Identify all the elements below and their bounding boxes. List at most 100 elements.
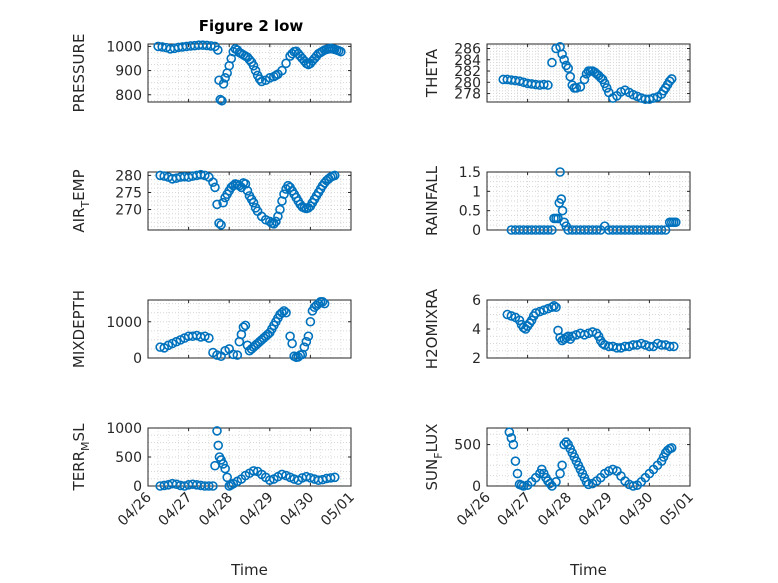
y-axis-label-part: SL	[70, 423, 88, 442]
data-point	[512, 468, 523, 479]
data-point	[279, 306, 289, 316]
y-tick-label: 278	[454, 87, 481, 103]
data-point	[325, 473, 336, 483]
data-point	[666, 74, 677, 84]
y-axis-label-part: LUX	[423, 424, 441, 453]
data-point	[212, 199, 222, 210]
axes-box	[147, 43, 352, 103]
y-tick-label: 2	[472, 351, 481, 367]
data-point	[254, 74, 265, 84]
data-point	[547, 57, 557, 68]
data-point	[648, 93, 659, 103]
y-tick-label: 500	[454, 438, 481, 454]
data-point	[250, 65, 261, 76]
data-point	[208, 481, 218, 491]
points-mixdepth	[155, 297, 330, 363]
data-point	[551, 302, 561, 313]
y-tick-label: 0	[472, 223, 481, 239]
points-air_temp	[155, 169, 340, 230]
y-axis-label-part: PRESSURE	[70, 34, 88, 113]
data-point	[218, 79, 229, 89]
y-tick-label: 275	[115, 185, 142, 201]
axes-rainfall: 0 0.5 1 1.5 RAINFALL	[423, 165, 691, 239]
data-point	[599, 78, 610, 89]
data-point	[281, 307, 291, 318]
y-tick-label: 1	[472, 184, 481, 200]
data-point	[565, 71, 576, 82]
y-axis-label-part: RAINFALL	[423, 165, 441, 236]
y-axis-label-part: MIXDEPTH	[70, 290, 88, 368]
data-point	[317, 297, 328, 307]
data-point	[248, 466, 259, 476]
y-axis-label-part: SUN	[423, 459, 441, 491]
y-axis-label-part: M	[79, 441, 92, 451]
data-point	[303, 331, 314, 342]
y-tick-label: 0	[472, 479, 481, 495]
data-point	[216, 220, 226, 230]
y-tick-label: 1000	[106, 421, 142, 437]
data-point	[508, 439, 519, 450]
y-tick-label: 284	[454, 53, 481, 69]
data-point	[581, 477, 592, 487]
data-point	[575, 81, 586, 92]
data-point	[220, 463, 230, 474]
data-point	[214, 218, 224, 228]
data-point	[248, 197, 259, 208]
data-point	[215, 94, 226, 105]
data-point	[664, 341, 675, 352]
data-point	[240, 320, 251, 331]
data-point	[561, 437, 571, 447]
data-point	[159, 171, 170, 181]
data-point	[510, 456, 521, 466]
data-point	[204, 481, 214, 491]
y-tick-label: 0	[133, 479, 142, 495]
y-tick-label: 4	[472, 322, 481, 338]
data-point	[579, 74, 590, 85]
data-point	[556, 194, 567, 204]
data-point	[668, 341, 679, 352]
data-point	[664, 76, 675, 86]
y-tick-label: 270	[115, 203, 142, 219]
data-point	[242, 185, 253, 196]
data-point	[277, 307, 287, 318]
y-axis-label-part: EMP	[70, 169, 88, 200]
data-point	[213, 440, 224, 451]
y-axis-label: SUNFLUX	[423, 424, 445, 491]
data-point	[277, 469, 287, 480]
data-point	[543, 225, 553, 235]
data-point	[204, 333, 214, 343]
y-axis-label: AIRTEMP	[70, 169, 92, 232]
data-point	[256, 76, 267, 87]
data-point	[545, 478, 555, 489]
data-point	[504, 427, 515, 437]
y-tick-label: 0	[133, 351, 142, 367]
data-point	[329, 170, 340, 181]
data-point	[220, 73, 230, 83]
axes-box	[486, 43, 691, 103]
data-point	[248, 60, 259, 71]
data-point	[547, 225, 557, 235]
y-axis-label-part: H2OMIXRA	[423, 288, 441, 369]
data-point	[656, 225, 667, 235]
x-axis-label: Time	[230, 561, 268, 579]
y-axis-label: MIXDEPTH	[70, 290, 88, 368]
data-point	[232, 350, 243, 360]
data-point	[557, 460, 567, 471]
points-sun_flux	[504, 427, 677, 491]
data-point	[277, 65, 287, 76]
y-tick-label: 280	[454, 75, 481, 91]
data-point	[543, 80, 553, 90]
data-point	[213, 45, 223, 55]
y-axis-label-part: TERR	[70, 451, 88, 492]
points-pressure	[153, 40, 346, 106]
y-axis-label-part: THETA	[423, 48, 441, 98]
data-point	[549, 300, 559, 311]
data-point	[336, 46, 346, 57]
y-tick-label: 1000	[106, 315, 142, 331]
data-point	[670, 217, 681, 228]
data-point	[628, 481, 638, 491]
data-point	[551, 477, 561, 487]
data-point	[279, 189, 289, 199]
figure-title: Figure 2 low	[199, 17, 304, 35]
